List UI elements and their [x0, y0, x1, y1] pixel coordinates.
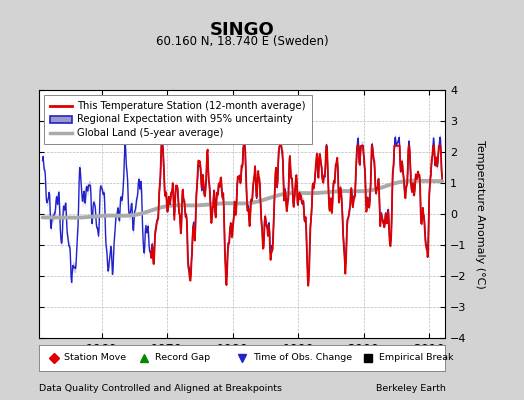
Text: Empirical Break: Empirical Break — [379, 353, 454, 362]
Legend: This Temperature Station (12-month average), Regional Expectation with 95% uncer: This Temperature Station (12-month avera… — [45, 95, 312, 144]
Text: Berkeley Earth: Berkeley Earth — [376, 384, 445, 393]
Text: 60.160 N, 18.740 E (Sweden): 60.160 N, 18.740 E (Sweden) — [156, 35, 329, 48]
Text: Time of Obs. Change: Time of Obs. Change — [253, 353, 353, 362]
Text: SINGO: SINGO — [210, 21, 275, 39]
Y-axis label: Temperature Anomaly (°C): Temperature Anomaly (°C) — [475, 140, 485, 288]
Text: Station Move: Station Move — [64, 353, 127, 362]
Text: Data Quality Controlled and Aligned at Breakpoints: Data Quality Controlled and Aligned at B… — [39, 384, 282, 393]
Text: Record Gap: Record Gap — [155, 353, 210, 362]
